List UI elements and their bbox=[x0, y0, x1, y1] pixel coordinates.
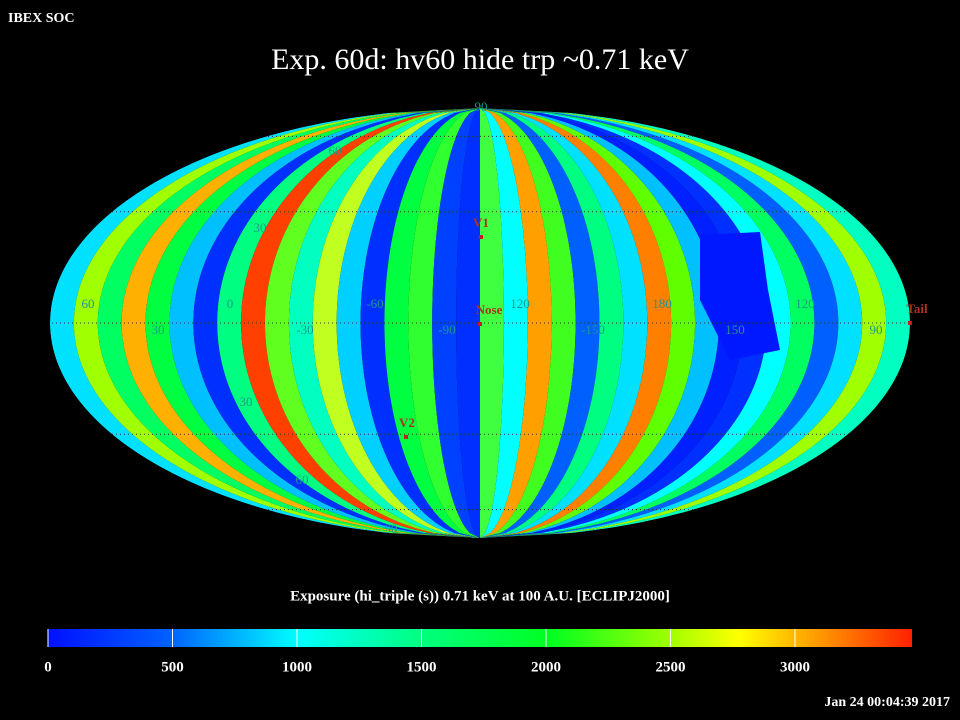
colorbar-tick-label: 3000 bbox=[780, 659, 810, 675]
lon-label: -30 bbox=[296, 322, 313, 337]
stripe bbox=[480, 108, 552, 538]
lon-label: 180 bbox=[652, 296, 672, 311]
marker-label: V1 bbox=[473, 215, 489, 230]
marker-dot bbox=[908, 321, 912, 325]
marker-label: Nose bbox=[476, 302, 503, 317]
colorbar-tick-label: 1500 bbox=[406, 659, 436, 675]
lon-label: 90 bbox=[870, 322, 883, 337]
stripe bbox=[480, 108, 600, 538]
stripe bbox=[360, 108, 480, 538]
colorbar-tick-label: 2500 bbox=[655, 659, 685, 675]
dark-patch bbox=[700, 232, 780, 360]
lat-label: 60 bbox=[296, 472, 309, 487]
stripe bbox=[312, 108, 480, 538]
lat-label: 90 bbox=[475, 99, 488, 114]
lat-label: 60 bbox=[329, 143, 342, 158]
stripe bbox=[480, 108, 528, 538]
lon-label: 120 bbox=[510, 296, 530, 311]
colorbar bbox=[48, 629, 912, 647]
marker-dot bbox=[479, 235, 483, 239]
lat-label: 30 bbox=[240, 394, 253, 409]
lon-label: -150 bbox=[581, 322, 605, 337]
stripe bbox=[480, 108, 648, 538]
header-label: IBEX SOC bbox=[8, 11, 75, 26]
colorbar-tick-label: 500 bbox=[161, 659, 184, 675]
lat-label: 30 bbox=[254, 220, 267, 235]
colorbar-title: Exposure (hi_triple (s)) 0.71 keV at 100… bbox=[290, 588, 670, 604]
lon-label: -90 bbox=[438, 322, 455, 337]
marker-dot bbox=[478, 322, 482, 326]
stripe bbox=[336, 108, 480, 538]
lon-label: 150 bbox=[725, 322, 745, 337]
marker-dot bbox=[404, 435, 408, 439]
lon-label: 30 bbox=[152, 322, 165, 337]
timestamp: Jan 24 00:04:39 2017 bbox=[824, 695, 950, 710]
lat-label: 90 bbox=[385, 521, 398, 536]
stripe bbox=[480, 108, 576, 538]
colorbar-tick-label: 2000 bbox=[531, 659, 561, 675]
title: Exp. 60d: hv60 hide trp ~0.71 keV bbox=[271, 43, 689, 76]
stripe bbox=[408, 108, 480, 538]
stripe bbox=[384, 108, 480, 538]
colorbar-tick-label: 1000 bbox=[282, 659, 312, 675]
stripe bbox=[480, 108, 624, 538]
marker-label: Tail bbox=[906, 301, 928, 316]
colorbar-tick-label: 0 bbox=[44, 659, 52, 675]
lon-label: -60 bbox=[366, 296, 383, 311]
lon-label: 120 bbox=[795, 296, 815, 311]
lon-label: 0 bbox=[227, 296, 234, 311]
stripe bbox=[480, 108, 504, 538]
map-stripes bbox=[50, 108, 910, 538]
marker-label: V2 bbox=[399, 415, 415, 430]
lon-label: 60 bbox=[82, 296, 95, 311]
